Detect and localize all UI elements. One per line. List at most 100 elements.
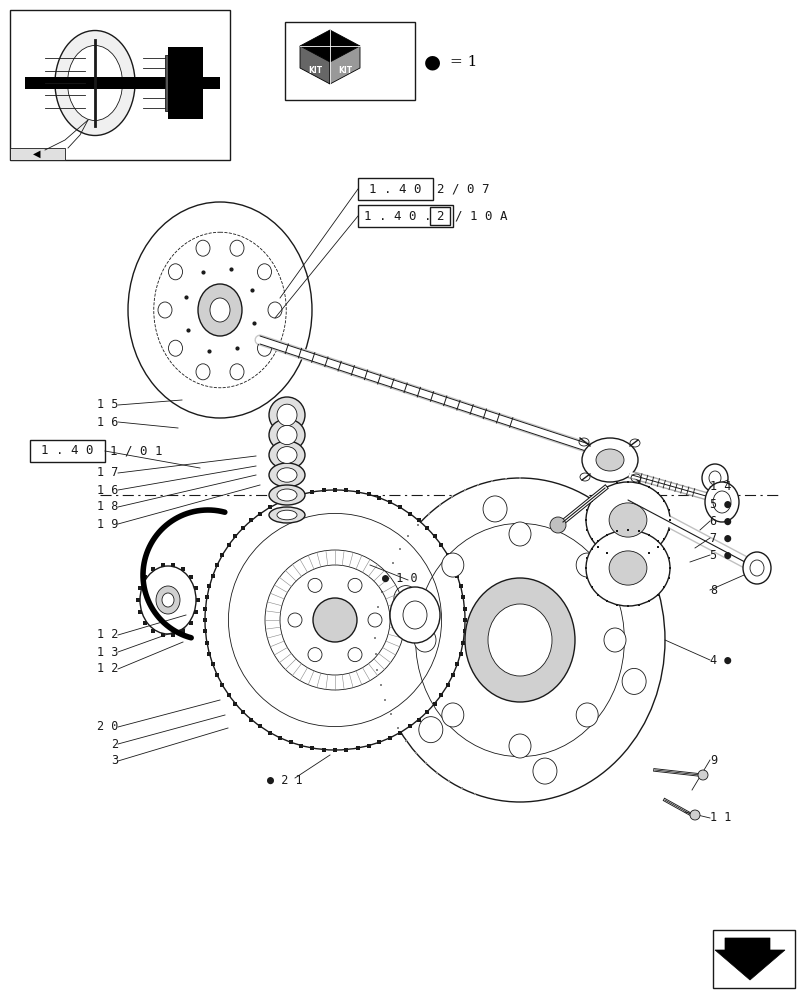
Ellipse shape — [162, 593, 174, 607]
Bar — [30, 440, 105, 462]
Ellipse shape — [608, 503, 646, 537]
Ellipse shape — [465, 578, 574, 702]
Ellipse shape — [603, 628, 625, 652]
Text: 1 5: 1 5 — [97, 398, 118, 412]
Ellipse shape — [204, 490, 465, 750]
Ellipse shape — [389, 587, 440, 643]
Ellipse shape — [549, 517, 565, 533]
Ellipse shape — [277, 425, 297, 445]
Ellipse shape — [348, 648, 362, 662]
Ellipse shape — [441, 553, 463, 577]
Text: 2: 2 — [111, 738, 118, 750]
Text: 7 ●: 7 ● — [709, 532, 731, 544]
Ellipse shape — [508, 734, 530, 758]
Ellipse shape — [581, 438, 637, 482]
Ellipse shape — [277, 404, 297, 426]
Ellipse shape — [508, 522, 530, 546]
Ellipse shape — [277, 510, 297, 520]
Text: 1 8: 1 8 — [97, 500, 118, 514]
Bar — [165, 55, 173, 111]
Ellipse shape — [418, 717, 442, 743]
Text: 2 / 0 7: 2 / 0 7 — [436, 183, 489, 196]
Ellipse shape — [210, 298, 230, 322]
Polygon shape — [299, 46, 329, 84]
Text: 3: 3 — [111, 754, 118, 768]
Ellipse shape — [576, 703, 598, 727]
Text: 1 1: 1 1 — [709, 811, 731, 824]
Bar — [10, 148, 65, 160]
Text: 1 . 4 0: 1 . 4 0 — [41, 444, 93, 458]
Ellipse shape — [307, 578, 322, 592]
Bar — [358, 178, 432, 200]
Text: 1 . 4 0 .: 1 . 4 0 . — [364, 210, 431, 223]
Ellipse shape — [487, 604, 551, 676]
Ellipse shape — [139, 566, 195, 634]
Ellipse shape — [596, 537, 620, 563]
Ellipse shape — [595, 449, 623, 471]
Polygon shape — [329, 46, 359, 84]
Text: KIT: KIT — [307, 66, 322, 75]
Text: 1 . 4 0: 1 . 4 0 — [368, 183, 421, 196]
Text: 1 6: 1 6 — [97, 484, 118, 496]
Ellipse shape — [375, 478, 664, 802]
Text: / 1 0 A: / 1 0 A — [454, 210, 507, 223]
Ellipse shape — [128, 202, 311, 418]
Text: 1 4: 1 4 — [709, 481, 731, 493]
Ellipse shape — [268, 485, 305, 505]
Text: 1 2: 1 2 — [97, 629, 118, 642]
Ellipse shape — [307, 648, 322, 662]
Ellipse shape — [277, 468, 297, 482]
Text: 1 2: 1 2 — [97, 662, 118, 676]
Ellipse shape — [414, 628, 436, 652]
Ellipse shape — [689, 810, 699, 820]
Ellipse shape — [156, 586, 180, 614]
Ellipse shape — [268, 397, 305, 433]
Text: ◀: ◀ — [33, 149, 41, 159]
Ellipse shape — [702, 464, 727, 492]
Ellipse shape — [268, 419, 305, 451]
Ellipse shape — [483, 496, 506, 522]
Ellipse shape — [576, 553, 598, 577]
Text: 1 7: 1 7 — [97, 466, 118, 480]
Ellipse shape — [277, 447, 297, 463]
Bar — [358, 205, 453, 227]
Bar — [430, 207, 449, 225]
Ellipse shape — [608, 551, 646, 585]
Ellipse shape — [367, 613, 381, 627]
Ellipse shape — [277, 489, 297, 501]
Text: 2: 2 — [436, 210, 443, 223]
Text: 6 ●: 6 ● — [709, 514, 731, 528]
Text: 5 ●: 5 ● — [709, 497, 731, 510]
Text: 1 / 0 1: 1 / 0 1 — [109, 444, 162, 458]
Bar — [712, 930, 794, 988]
Ellipse shape — [268, 507, 305, 523]
Bar — [10, 10, 230, 160]
Ellipse shape — [532, 758, 556, 784]
Text: 1 6: 1 6 — [97, 416, 118, 428]
Ellipse shape — [742, 552, 770, 584]
Bar — [25, 77, 220, 89]
Text: 5 ●: 5 ● — [709, 548, 731, 562]
Ellipse shape — [697, 770, 707, 780]
Polygon shape — [714, 938, 784, 980]
Text: 9: 9 — [709, 754, 716, 766]
Text: KIT: KIT — [337, 66, 352, 75]
Ellipse shape — [393, 586, 418, 612]
Text: 8: 8 — [709, 584, 716, 596]
Text: 1 9: 1 9 — [97, 518, 118, 530]
Ellipse shape — [67, 45, 122, 121]
Ellipse shape — [268, 441, 305, 469]
Text: ● 2 1: ● 2 1 — [267, 773, 303, 786]
Ellipse shape — [704, 482, 738, 522]
Text: 4 ●: 4 ● — [709, 654, 731, 666]
Text: ● 1 0: ● 1 0 — [382, 572, 418, 584]
Text: ●: ● — [423, 53, 440, 72]
Ellipse shape — [198, 284, 242, 336]
Text: 2 0: 2 0 — [97, 720, 118, 734]
Ellipse shape — [55, 31, 135, 136]
Ellipse shape — [348, 578, 362, 592]
Polygon shape — [299, 30, 359, 62]
Ellipse shape — [268, 463, 305, 487]
Ellipse shape — [441, 703, 463, 727]
Ellipse shape — [312, 598, 357, 642]
